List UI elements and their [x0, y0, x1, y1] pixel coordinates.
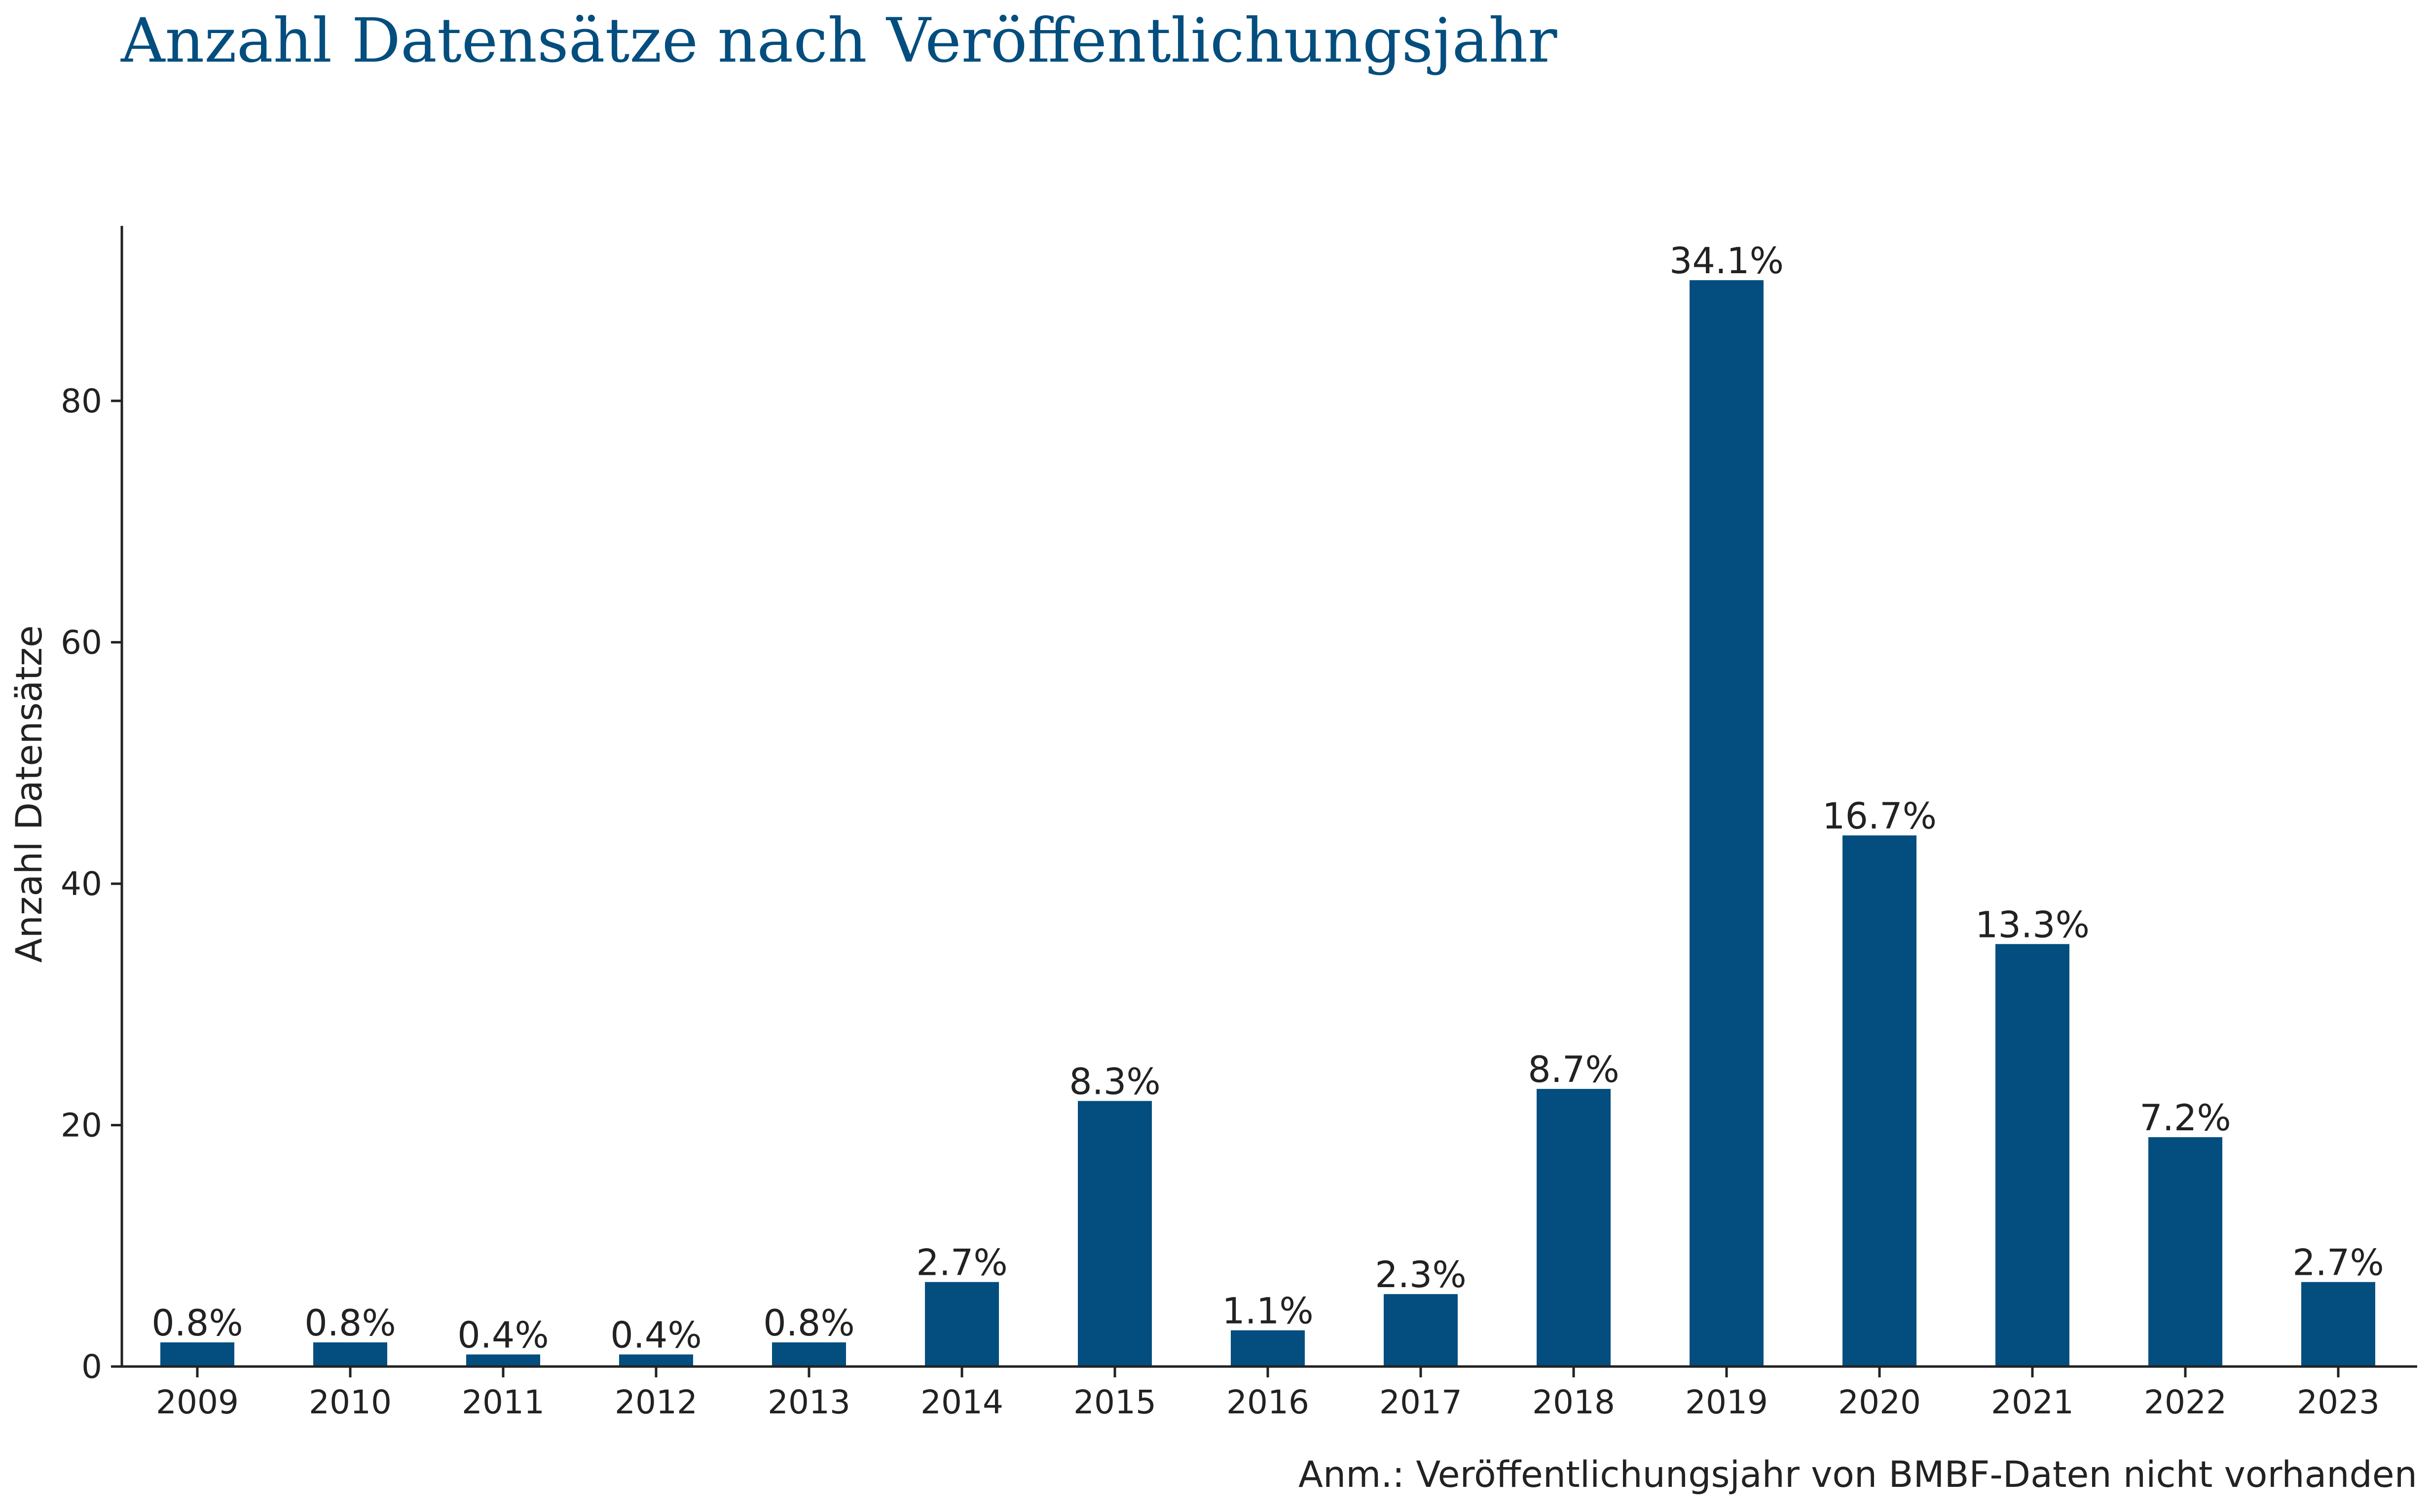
- chart-annotation: Anm.: Veröffentlichungsjahr von BMBF-Dat…: [1298, 1454, 2417, 1496]
- bar-data-label-2021: 13.3%: [1975, 904, 2090, 946]
- x-tick-label-2018: 2018: [1532, 1383, 1615, 1421]
- y-tick-label: 60: [61, 623, 102, 661]
- bar-data-label-2018: 8.7%: [1528, 1049, 1619, 1091]
- bar-data-label-2023: 2.7%: [2292, 1242, 2384, 1284]
- x-axis-ticks: 2009 2010 2011 2012 2013 2014 2015 2016 2017 2018…: [156, 1367, 2380, 1421]
- bar-data-label-2017: 2.3%: [1375, 1254, 1466, 1296]
- y-axis-label: Anzahl Datensätze: [8, 625, 50, 963]
- y-axis-ticks: 0 20 40 60 80: [61, 382, 122, 1386]
- bar-2022: [2148, 1137, 2222, 1367]
- bar-2011: [466, 1354, 540, 1367]
- x-tick-label-2012: 2012: [615, 1383, 698, 1421]
- bar-2012: [619, 1354, 693, 1367]
- x-tick-label-2015: 2015: [1073, 1383, 1156, 1421]
- bar-data-label-2015: 8.3%: [1069, 1061, 1160, 1103]
- x-tick-label-2019: 2019: [1685, 1383, 1768, 1421]
- bar-data-label-2014: 2.7%: [916, 1242, 1007, 1284]
- chart-title: Anzahl Datensätze nach Veröffentlichungs…: [120, 5, 1557, 76]
- x-tick-label-2020: 2020: [1838, 1383, 1921, 1421]
- bar-data-labels: 0.8% 0.8% 0.4% 0.4% 0.8% 2.7% 8.3% 1.1% 2.3% 8.7%…: [151, 240, 2384, 1356]
- x-tick-label-2022: 2022: [2144, 1383, 2227, 1421]
- bar-data-label-2022: 7.2%: [2139, 1097, 2231, 1139]
- bar-data-label-2009: 0.8%: [151, 1302, 243, 1344]
- bars: [160, 280, 2375, 1367]
- bar-2014: [925, 1282, 999, 1367]
- x-tick-label-2011: 2011: [462, 1383, 545, 1421]
- bar-data-label-2011: 0.4%: [457, 1315, 549, 1357]
- bar-2023: [2301, 1282, 2375, 1367]
- bar-data-label-2016: 1.1%: [1222, 1291, 1313, 1332]
- x-tick-label-2021: 2021: [1991, 1383, 2074, 1421]
- x-tick-label-2009: 2009: [156, 1383, 239, 1421]
- y-tick-label: 40: [61, 865, 102, 903]
- bar-2009: [160, 1342, 234, 1367]
- x-tick-label-2017: 2017: [1379, 1383, 1462, 1421]
- bar-2018: [1537, 1089, 1611, 1367]
- bar-2016: [1231, 1330, 1305, 1367]
- x-tick-label-2013: 2013: [768, 1383, 850, 1421]
- bar-2020: [1842, 835, 1916, 1367]
- x-tick-label-2023: 2023: [2297, 1383, 2380, 1421]
- bar-2017: [1384, 1294, 1458, 1367]
- bar-data-label-2013: 0.8%: [763, 1302, 854, 1344]
- x-tick-label-2010: 2010: [309, 1383, 392, 1421]
- bar-2019: [1690, 280, 1764, 1367]
- x-tick-label-2014: 2014: [920, 1383, 1003, 1421]
- y-tick-label: 0: [81, 1348, 102, 1386]
- bar-2013: [772, 1342, 846, 1367]
- bar-data-label-2012: 0.4%: [610, 1315, 701, 1357]
- y-tick-label: 80: [61, 382, 102, 420]
- y-tick-label: 20: [61, 1106, 102, 1144]
- bar-2015: [1078, 1101, 1152, 1367]
- bar-2010: [313, 1342, 387, 1367]
- x-tick-label-2016: 2016: [1226, 1383, 1309, 1421]
- bar-data-label-2020: 16.7%: [1822, 795, 1937, 837]
- bar-2021: [1995, 944, 2069, 1367]
- bar-data-label-2010: 0.8%: [304, 1302, 396, 1344]
- bar-data-label-2019: 34.1%: [1669, 240, 1784, 282]
